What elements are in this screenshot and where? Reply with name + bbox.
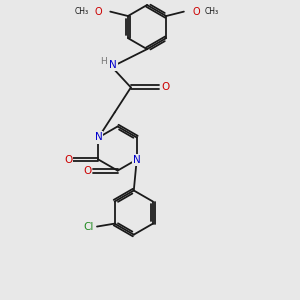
Text: H: H [100, 57, 107, 66]
Text: N: N [133, 154, 141, 165]
Text: CH₃: CH₃ [75, 7, 89, 16]
Text: Cl: Cl [83, 222, 93, 232]
Text: O: O [94, 7, 102, 16]
Text: CH₃: CH₃ [205, 7, 219, 16]
Text: N: N [109, 60, 117, 70]
Text: O: O [64, 154, 72, 165]
Text: O: O [192, 7, 200, 16]
Text: N: N [94, 133, 102, 142]
Text: O: O [161, 82, 170, 92]
Text: O: O [83, 166, 92, 176]
